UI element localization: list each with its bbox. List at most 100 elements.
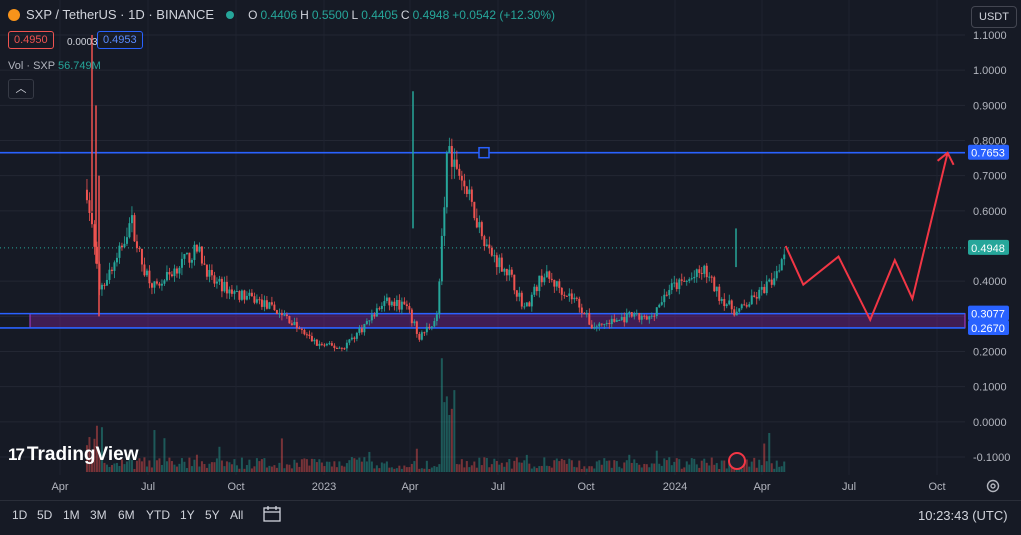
candle-body: [225, 281, 228, 294]
candle-body: [540, 275, 543, 283]
candle-body: [563, 294, 566, 296]
candle-body: [598, 323, 601, 327]
volume-bar: [478, 457, 481, 472]
range-5d[interactable]: 5D: [37, 508, 53, 522]
volume-bar: [675, 458, 678, 472]
volume-bar: [683, 467, 686, 472]
volume-bar: [490, 464, 493, 472]
candle-body: [400, 301, 403, 310]
sell-button[interactable]: 0.4950: [8, 31, 54, 49]
earnings-flag-icon: [728, 452, 746, 470]
settings-icon[interactable]: [986, 479, 1000, 493]
candle-body: [555, 281, 558, 287]
candle-body: [405, 304, 408, 307]
candle-body: [605, 323, 608, 325]
range-5y[interactable]: 5Y: [205, 508, 220, 522]
volume-bar: [710, 457, 713, 472]
range-1d[interactable]: 1D: [12, 508, 28, 522]
candle-body: [320, 343, 323, 345]
volume-bar: [610, 467, 613, 472]
volume-bar: [413, 461, 416, 472]
range-1y[interactable]: 1Y: [180, 508, 195, 522]
volume-bar: [130, 459, 133, 472]
range-all[interactable]: All: [230, 508, 244, 522]
candle-body: [105, 279, 108, 286]
volume-bar: [223, 466, 226, 472]
volume-bar: [158, 458, 161, 472]
volume-bar: [193, 459, 196, 472]
logo-text: TradingView: [26, 444, 139, 465]
x-tick-label: Apr: [51, 481, 68, 493]
volume-bar: [600, 464, 603, 472]
range-ytd[interactable]: YTD: [146, 508, 170, 522]
candle-body: [640, 315, 643, 320]
volume-bar: [460, 459, 463, 472]
volume-bar: [100, 427, 103, 472]
candle-body: [295, 321, 298, 329]
volume-bar: [770, 463, 773, 472]
volume-bar: [578, 460, 581, 472]
volume-bar: [265, 467, 268, 472]
date-range-icon[interactable]: [263, 506, 281, 522]
volume-bar: [540, 465, 543, 472]
volume-bar: [395, 468, 398, 472]
volume-bar: [428, 468, 431, 472]
volume-bar: [430, 467, 433, 472]
volume-bar: [598, 460, 601, 472]
price-tag-label: 0.4948: [971, 243, 1005, 255]
currency-selector[interactable]: USDT: [971, 6, 1017, 28]
candle-body: [220, 278, 223, 292]
candle-body: [233, 291, 236, 294]
candle-body: [653, 315, 656, 317]
collapse-legend-button[interactable]: ︿: [8, 79, 34, 99]
range-1m[interactable]: 1M: [63, 508, 80, 522]
candle-body: [183, 254, 186, 259]
volume-bar: [328, 461, 331, 472]
candle-body: [410, 309, 413, 324]
candle-body: [655, 307, 658, 316]
volume-bar: [188, 457, 191, 472]
volume-bar: [390, 467, 393, 472]
utc-clock[interactable]: 10:23:43 (UTC): [918, 508, 1008, 523]
volume-bar: [330, 466, 333, 472]
candle-body: [380, 305, 383, 309]
volume-bar: [283, 468, 286, 472]
volume-bar: [233, 459, 236, 472]
candle-body: [525, 302, 528, 307]
volume-bar: [418, 468, 421, 472]
volume-bar: [463, 467, 466, 472]
candle-body: [90, 212, 93, 225]
volume-bar: [145, 466, 148, 472]
candle-body: [750, 295, 753, 305]
price-tag: [968, 319, 1009, 335]
buy-button[interactable]: 0.4953: [97, 31, 143, 49]
candle-body: [388, 297, 391, 306]
candle-body: [235, 291, 238, 293]
candle-body: [355, 332, 358, 339]
volume-bar: [528, 463, 531, 472]
volume-bar: [450, 408, 453, 472]
volume-bar: [110, 465, 113, 472]
price-tag: [968, 144, 1009, 160]
candle-body: [533, 286, 536, 295]
volume-bar: [228, 462, 231, 472]
candle-body: [445, 152, 448, 208]
candle-body: [200, 246, 203, 264]
candle-body: [288, 316, 291, 324]
candle-body: [190, 259, 193, 263]
range-3m[interactable]: 3M: [90, 508, 107, 522]
symbol-title[interactable]: SXP / TetherUS · 1D · BINANCE: [26, 7, 215, 22]
y-tick-label: 0.6000: [973, 206, 1007, 218]
candle-body: [168, 272, 171, 275]
candle-body: [725, 304, 728, 307]
candle-body: [523, 306, 526, 308]
candle-body: [763, 286, 766, 294]
volume-bar: [563, 460, 566, 472]
y-tick-label: 0.4000: [973, 276, 1007, 288]
candle-body: [595, 326, 598, 328]
candle-body: [728, 300, 731, 305]
range-6m[interactable]: 6M: [118, 508, 135, 522]
volume-bar: [248, 459, 251, 472]
volume-bar: [155, 460, 158, 472]
